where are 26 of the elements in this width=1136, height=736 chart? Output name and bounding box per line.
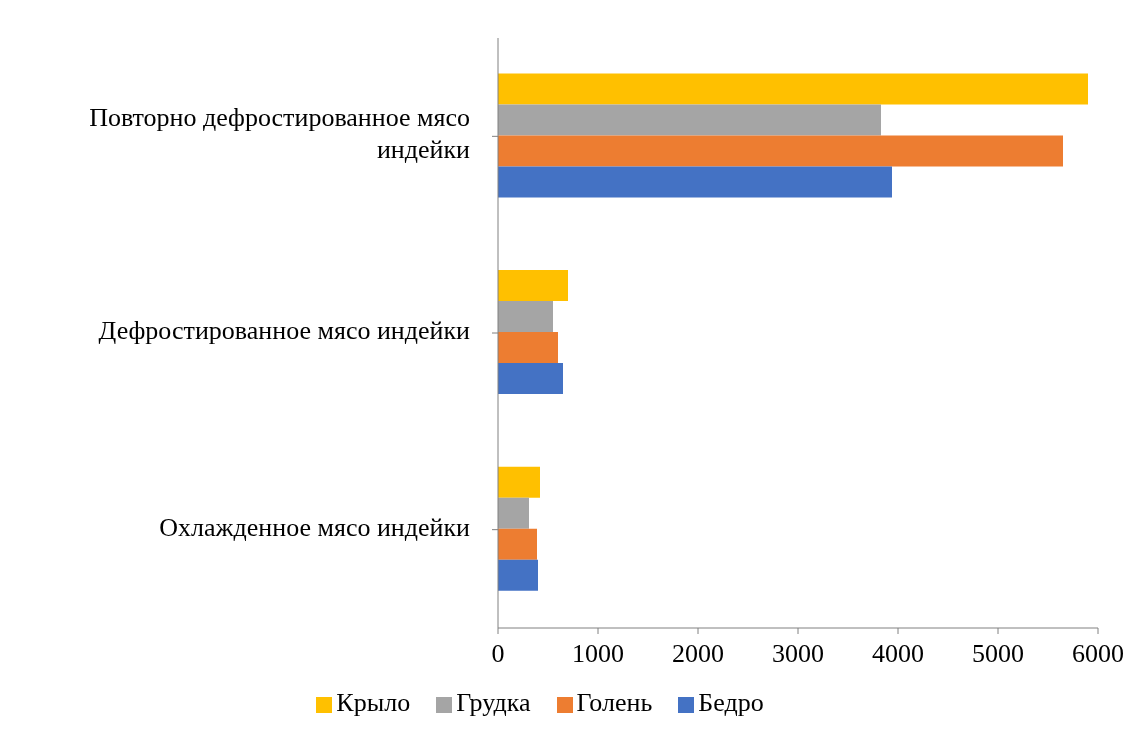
legend-label: Бедро <box>698 688 764 717</box>
x-tick-label: 5000 <box>972 639 1024 669</box>
x-tick-label: 4000 <box>872 639 924 669</box>
y-tick-label: Дефростированное мясо индейки <box>98 315 471 345</box>
bar <box>498 166 892 198</box>
bar <box>498 270 568 302</box>
x-tick-label: 3000 <box>772 639 824 669</box>
x-tick-label: 2000 <box>672 639 724 669</box>
x-tick-label: 6000 <box>1072 639 1124 669</box>
legend-label: Грудка <box>456 688 531 717</box>
x-tick-label: 1000 <box>572 639 624 669</box>
legend-label: Голень <box>576 688 653 717</box>
bar <box>498 466 540 498</box>
bar <box>498 135 1063 167</box>
legend-label: Крыло <box>336 688 411 717</box>
bar <box>498 301 553 333</box>
bar <box>498 497 529 529</box>
y-tick-label: Охлажденное мясо индейки <box>159 512 471 542</box>
bar <box>498 559 538 591</box>
bar <box>498 73 1088 105</box>
x-tick-label: 0 <box>491 639 505 669</box>
bar <box>498 363 563 395</box>
y-tick-label: Повторно дефростированное мясо индейки <box>89 103 471 165</box>
bar <box>498 332 558 364</box>
bar <box>498 104 881 136</box>
bar <box>498 528 537 560</box>
